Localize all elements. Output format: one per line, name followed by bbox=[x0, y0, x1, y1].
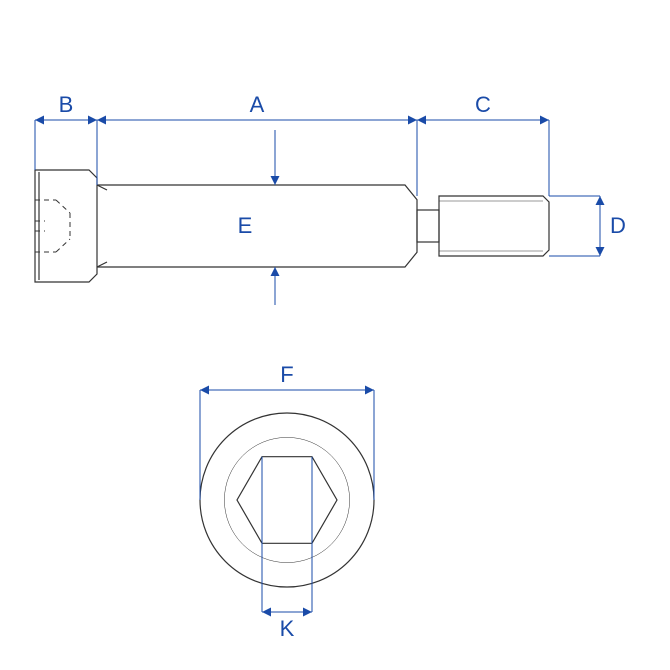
svg-text:K: K bbox=[280, 616, 295, 641]
svg-text:E: E bbox=[238, 213, 253, 238]
svg-text:B: B bbox=[59, 92, 74, 117]
svg-text:A: A bbox=[250, 92, 265, 117]
svg-text:C: C bbox=[475, 92, 491, 117]
svg-text:F: F bbox=[280, 362, 293, 387]
svg-text:D: D bbox=[610, 213, 626, 238]
